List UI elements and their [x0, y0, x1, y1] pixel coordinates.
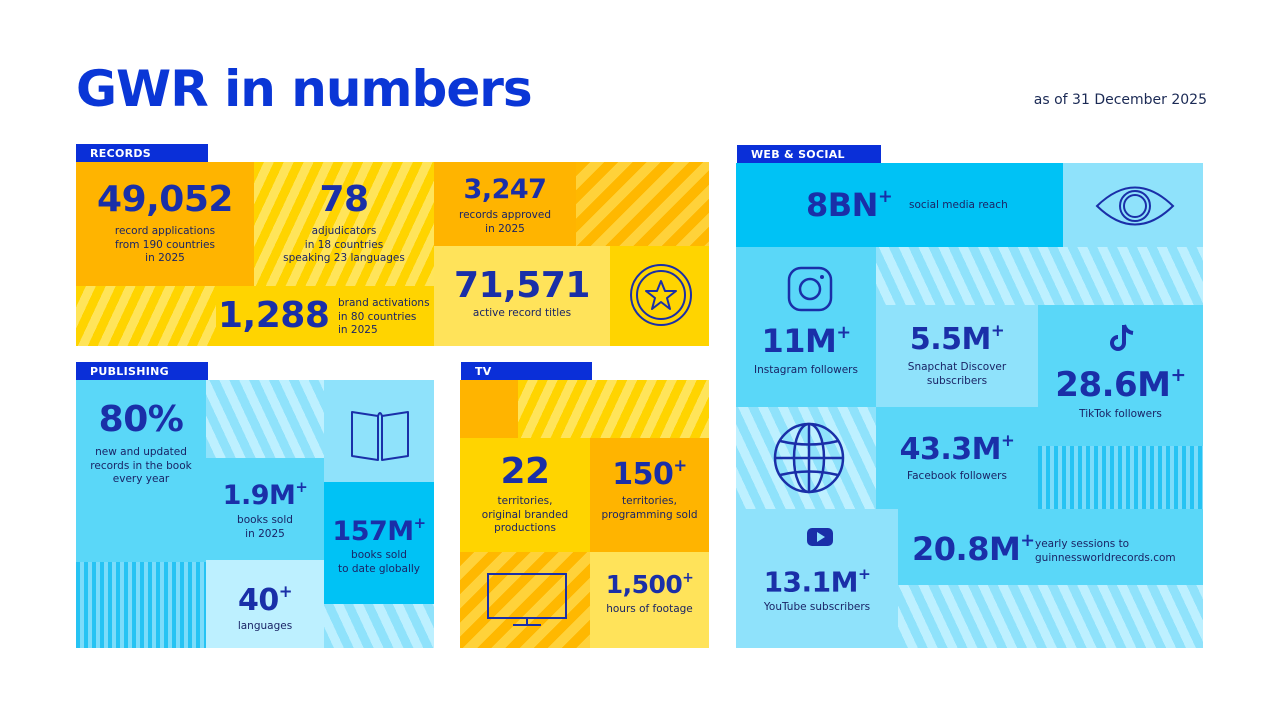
tiktok-tile: 28.6M+ TikTok followers: [1038, 305, 1203, 446]
adjudicators-value: 78: [319, 179, 369, 220]
territories-value: 22: [500, 451, 550, 492]
footage-label: hours of footage: [606, 603, 693, 615]
television-icon: [487, 573, 567, 626]
page-title: GWR in numbers: [76, 60, 533, 118]
open-book-icon: [351, 411, 409, 461]
sunburst-decoration: [206, 380, 324, 458]
record-applications-value: 49,052: [97, 179, 233, 220]
programming-tile: 150+ territories, programming sold: [590, 438, 709, 552]
sunburst-decoration: [898, 585, 1203, 648]
languages-value: 40: [237, 583, 279, 619]
snapchat-tile: 5.5M+ Snapchat Discover subscribers: [876, 305, 1038, 407]
star-medal-icon: [630, 264, 692, 326]
programming-value: 150: [612, 457, 674, 493]
book-tile: [324, 380, 434, 482]
active-records-tile: 71,571 active record titles: [434, 246, 610, 346]
record-applications-label: record applications from 190 countries i…: [114, 225, 216, 264]
books-2025-value: 1.9M: [222, 479, 296, 511]
adjudicators-label: adjudicators in 18 countries speaking 23…: [283, 225, 405, 264]
records-approved-value: 3,247: [463, 174, 547, 205]
new-records-label: new and updated records in the book ever…: [90, 446, 192, 485]
web-social-tag: WEB & SOCIAL: [737, 145, 881, 163]
books-total-value: 157M: [332, 515, 414, 547]
books-total-tile: 157M+ books sold to date globally: [324, 482, 434, 604]
languages-tile: 40+ languages: [206, 560, 324, 648]
records-approved-tile: 3,247 records approved in 2025: [434, 162, 576, 246]
tv-tag: TV: [461, 362, 592, 380]
records-tag: RECORDS: [76, 144, 208, 162]
facebook-value: 43.3M: [899, 432, 1002, 468]
sessions-tile: 20.8M+ yearly sessions to guinnessworldr…: [898, 509, 1203, 585]
plus-sign: +: [1170, 365, 1187, 386]
youtube-tile: 13.1M+ YouTube subscribers: [736, 509, 898, 648]
plus-sign: +: [836, 323, 851, 343]
instagram-value: 11M: [761, 322, 837, 361]
social-reach-tile: 8BN+ social media reach: [736, 163, 1063, 247]
publishing-tag: PUBLISHING: [76, 362, 208, 380]
sunburst-decoration: [460, 380, 518, 438]
record-applications-tile: 49,052 record applications from 190 coun…: [76, 162, 254, 286]
languages-label: languages: [237, 620, 293, 632]
plus-sign: +: [877, 187, 893, 207]
sunburst-decoration: [876, 247, 1203, 305]
sunburst-decoration: [76, 562, 206, 648]
sunburst-decoration: [324, 604, 434, 648]
snapchat-value: 5.5M: [909, 322, 992, 358]
youtube-value: 13.1M: [763, 565, 859, 599]
youtube-label: YouTube subscribers: [763, 601, 871, 613]
instagram-icon: [787, 266, 833, 312]
footage-value: 1,500: [605, 570, 683, 599]
records-approved-label: records approved in 2025: [459, 209, 551, 235]
new-records-value: 80%: [98, 399, 184, 440]
plus-sign: +: [295, 478, 308, 496]
tv-tile: [460, 552, 590, 648]
books-2025-label: books sold in 2025: [237, 514, 293, 540]
plus-sign: +: [413, 514, 426, 532]
eye-icon: [1095, 186, 1175, 226]
as-of-date: as of 31 December 2025: [1033, 92, 1207, 108]
plus-sign: +: [1020, 531, 1035, 551]
snapchat-label: Snapchat Discover subscribers: [907, 361, 1007, 387]
tiktok-label: TikTok followers: [1079, 408, 1162, 420]
books-2025-tile: 1.9M+ books sold in 2025: [206, 458, 324, 560]
social-reach-label: social media reach: [909, 199, 1008, 211]
territories-label: territories, original branded production…: [481, 495, 569, 534]
sunburst-decoration: [76, 286, 216, 346]
facebook-label: Facebook followers: [907, 470, 1007, 482]
footage-tile: 1,500+ hours of footage: [590, 552, 709, 648]
globe-icon: [773, 422, 845, 494]
eye-tile: [1063, 163, 1203, 247]
active-records-label: active record titles: [472, 307, 572, 319]
medal-tile: [610, 246, 709, 346]
sessions-value: 20.8M: [912, 530, 1021, 569]
brand-activations-value: 1,288: [218, 295, 330, 336]
plus-sign: +: [1001, 431, 1015, 450]
sunburst-decoration: [576, 162, 709, 246]
globe-tile: [736, 407, 876, 509]
adjudicators-tile: 78 adjudicators in 18 countries speaking…: [254, 162, 434, 286]
brand-activations-tile: 1,288 brand activations in 80 countries …: [216, 286, 434, 346]
instagram-tile: 11M+ Instagram followers: [736, 247, 876, 407]
plus-sign: +: [673, 456, 687, 475]
sessions-label: yearly sessions to guinnessworldrecords.…: [1035, 538, 1176, 564]
tiktok-icon: [1110, 324, 1134, 351]
tiktok-value: 28.6M: [1055, 364, 1171, 405]
sunburst-decoration: [1038, 446, 1203, 510]
plus-sign: +: [990, 321, 1005, 340]
instagram-label: Instagram followers: [754, 364, 858, 376]
sunburst-decoration: [518, 380, 709, 438]
brand-activations-label: brand activations in 80 countries in 202…: [338, 297, 430, 336]
territories-tile: 22 territories, original branded product…: [460, 438, 590, 552]
plus-sign: +: [278, 582, 293, 601]
youtube-icon: [807, 528, 833, 546]
books-total-label: books sold to date globally: [337, 549, 421, 575]
plus-sign: +: [858, 565, 871, 583]
new-records-tile: 80% new and updated records in the book …: [76, 380, 206, 562]
programming-label: territories, programming sold: [601, 495, 698, 521]
active-records-value: 71,571: [454, 265, 590, 306]
plus-sign: +: [682, 570, 694, 586]
facebook-tile: 43.3M+ Facebook followers: [876, 407, 1038, 509]
social-reach-value: 8BN: [806, 186, 878, 225]
